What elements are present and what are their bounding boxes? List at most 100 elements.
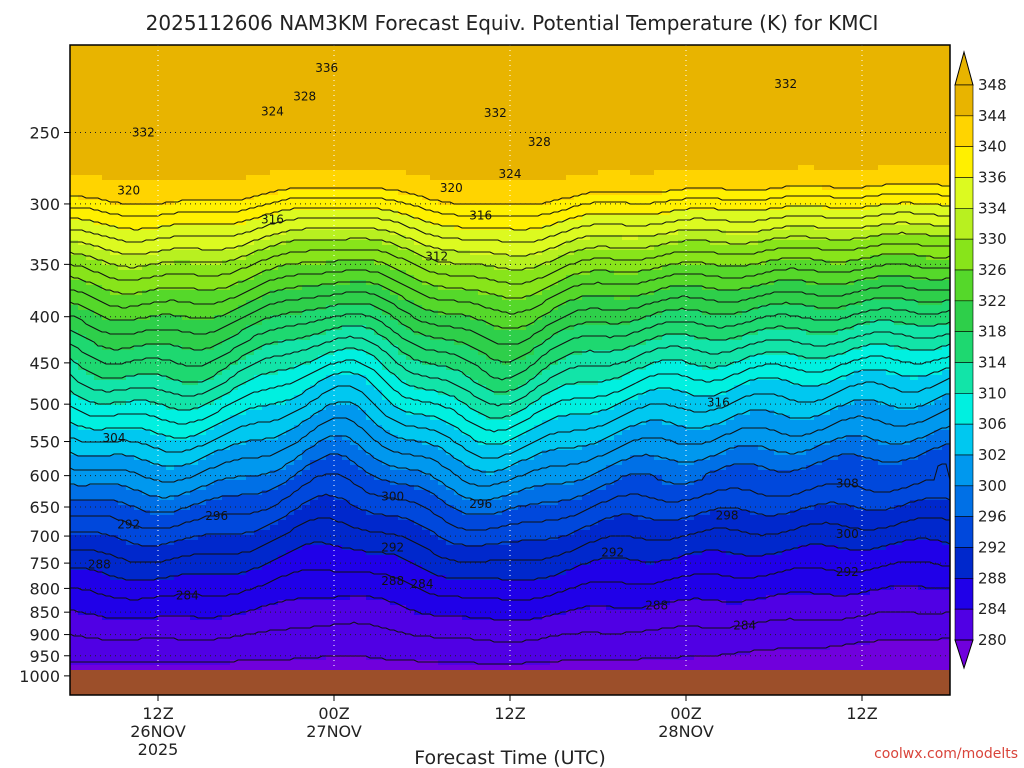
field-cell — [374, 95, 383, 101]
field-cell — [166, 250, 175, 256]
field-cell — [206, 65, 215, 71]
field-cell — [182, 305, 191, 311]
field-cell — [118, 535, 127, 541]
field-cell — [126, 250, 135, 256]
field-cell — [118, 550, 127, 556]
field-cell — [214, 170, 223, 176]
field-cell — [270, 135, 279, 141]
field-cell — [318, 175, 327, 181]
field-cell — [214, 470, 223, 476]
field-cell — [286, 245, 295, 251]
field-cell — [70, 590, 79, 596]
field-cell — [102, 160, 111, 166]
field-cell — [118, 185, 127, 191]
field-cell — [166, 455, 175, 461]
field-cell — [294, 480, 303, 486]
field-cell — [126, 605, 135, 611]
field-cell — [174, 140, 183, 146]
field-cell — [102, 560, 111, 566]
field-cell — [134, 90, 143, 96]
field-cell — [294, 290, 303, 296]
field-cell — [150, 480, 159, 486]
field-cell — [110, 290, 119, 296]
field-cell — [198, 365, 207, 371]
field-cell — [118, 640, 127, 646]
field-cell — [286, 115, 295, 121]
field-cell — [230, 565, 239, 571]
field-cell — [230, 415, 239, 421]
field-cell — [166, 450, 175, 456]
field-cell — [366, 200, 375, 206]
field-cell — [374, 245, 383, 251]
field-cell — [286, 255, 295, 261]
field-cell — [318, 170, 327, 176]
field-cell — [358, 135, 367, 141]
field-cell — [278, 430, 287, 436]
field-cell — [270, 355, 279, 361]
field-cell — [310, 370, 319, 376]
field-cell — [366, 490, 375, 496]
field-cell — [134, 395, 143, 401]
field-cell — [206, 555, 215, 561]
field-cell — [214, 175, 223, 181]
field-cell — [246, 330, 255, 336]
field-cell — [342, 445, 351, 451]
field-cell — [134, 130, 143, 136]
field-cell — [302, 505, 311, 511]
field-cell — [110, 395, 119, 401]
field-cell — [382, 585, 391, 591]
field-cell — [278, 630, 287, 636]
field-cell — [94, 130, 103, 136]
field-cell — [150, 365, 159, 371]
field-cell — [374, 105, 383, 111]
field-cell — [270, 305, 279, 311]
field-cell — [126, 370, 135, 376]
field-cell — [126, 255, 135, 261]
field-cell — [110, 185, 119, 191]
field-cell — [126, 435, 135, 441]
field-cell — [286, 60, 295, 66]
field-cell — [246, 415, 255, 421]
field-cell — [78, 400, 87, 406]
field-cell — [350, 285, 359, 291]
field-cell — [334, 85, 343, 91]
field-cell — [174, 190, 183, 196]
field-cell — [198, 270, 207, 276]
field-cell — [366, 70, 375, 76]
field-cell — [366, 125, 375, 131]
field-cell — [358, 620, 367, 626]
field-cell — [342, 305, 351, 311]
field-cell — [118, 585, 127, 591]
field-cell — [382, 540, 391, 546]
field-cell — [182, 340, 191, 346]
field-cell — [254, 425, 263, 431]
field-cell — [374, 525, 383, 531]
field-cell — [246, 550, 255, 556]
field-cell — [214, 570, 223, 576]
field-cell — [294, 520, 303, 526]
field-cell — [150, 90, 159, 96]
field-cell — [126, 155, 135, 161]
field-cell — [158, 600, 167, 606]
field-cell — [246, 515, 255, 521]
field-cell — [142, 70, 151, 76]
field-cell — [326, 525, 335, 531]
field-cell — [166, 380, 175, 386]
field-cell — [134, 70, 143, 76]
field-cell — [86, 55, 95, 61]
field-cell — [334, 120, 343, 126]
field-cell — [158, 375, 167, 381]
field-cell — [142, 665, 151, 671]
field-cell — [78, 380, 87, 386]
field-cell — [70, 645, 79, 651]
field-cell — [374, 540, 383, 546]
field-cell — [110, 265, 119, 271]
field-cell — [326, 640, 335, 646]
field-cell — [366, 505, 375, 511]
field-cell — [334, 555, 343, 561]
field-cell — [254, 85, 263, 91]
field-cell — [374, 130, 383, 136]
field-cell — [366, 570, 375, 576]
field-cell — [142, 65, 151, 71]
field-cell — [174, 630, 183, 636]
